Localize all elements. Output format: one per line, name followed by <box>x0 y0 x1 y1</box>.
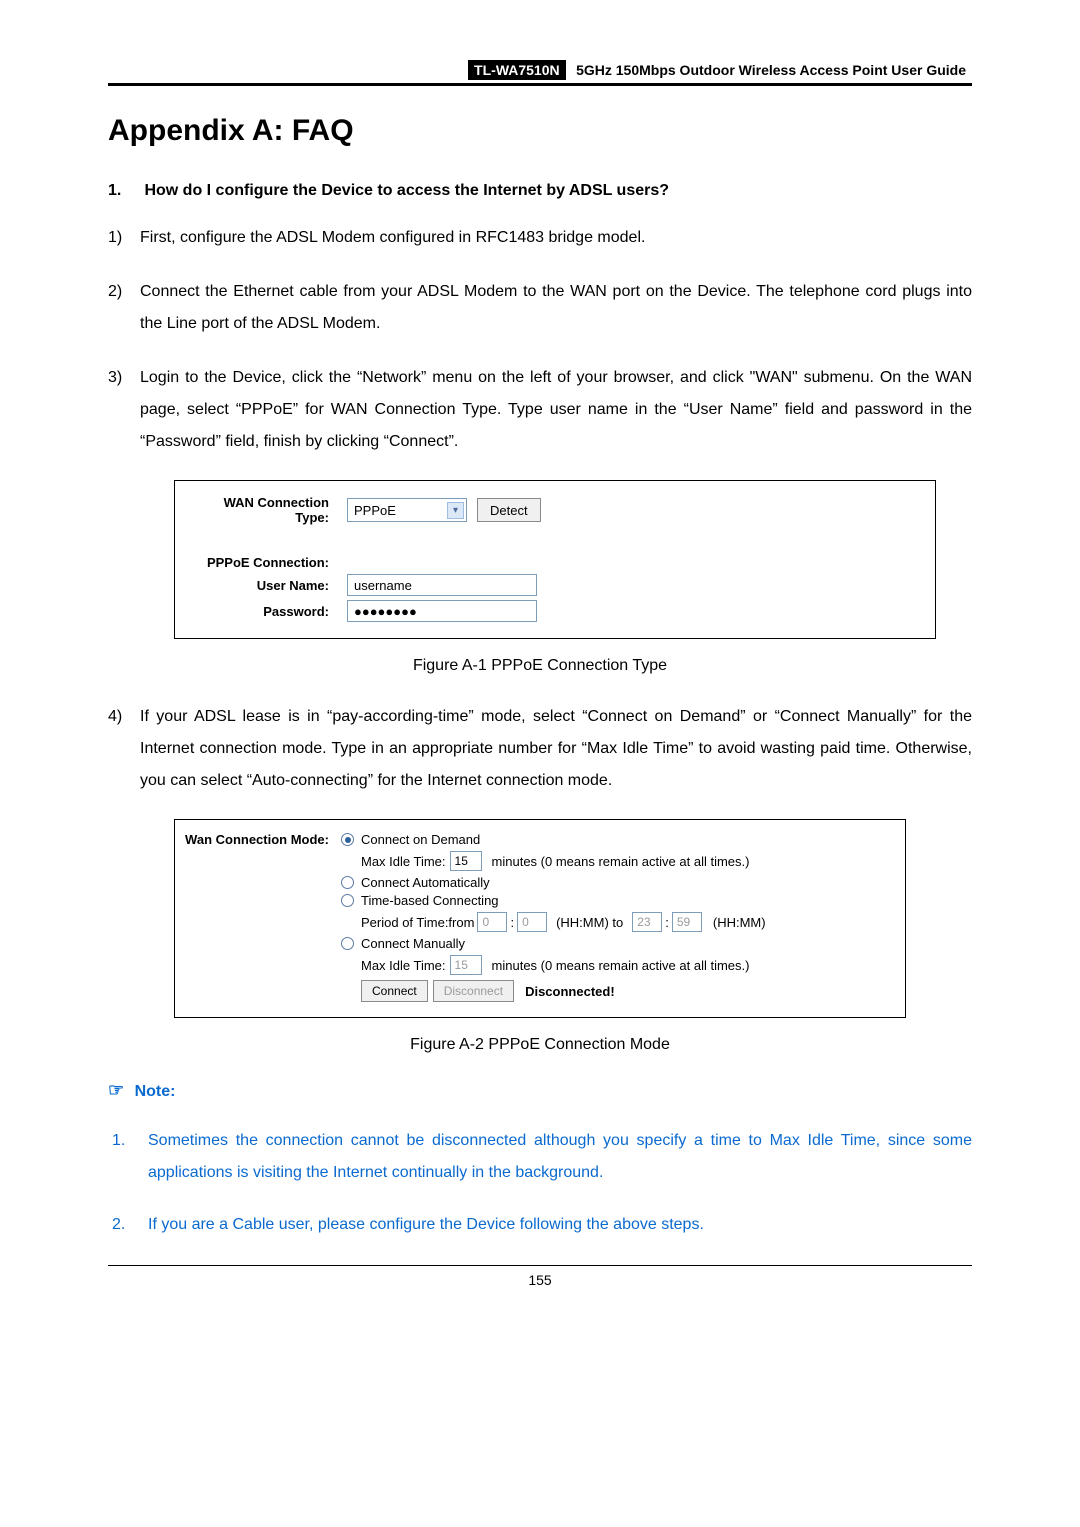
option-time-based: Time-based Connecting <box>361 894 499 907</box>
page-title: Appendix A: FAQ <box>108 114 972 148</box>
note-number: 1. <box>112 1125 148 1189</box>
note-2: 2. If you are a Cable user, please confi… <box>112 1209 972 1241</box>
note-heading-text: Note: <box>135 1083 176 1100</box>
footer-rule <box>108 1265 972 1266</box>
period-to-h[interactable]: 23 <box>632 912 662 932</box>
max-idle-suffix: minutes (0 means remain active at all ti… <box>492 855 750 868</box>
figure-a2-panel: Wan Connection Mode: Connect on Demand M… <box>174 819 906 1018</box>
max-idle-label-2: Max Idle Time: <box>361 959 446 972</box>
connect-button[interactable]: Connect <box>361 980 428 1002</box>
step-number: 4) <box>108 701 140 797</box>
hhmm-suffix: (HH:MM) <box>713 916 766 929</box>
option-connect-manual: Connect Manually <box>361 937 465 950</box>
max-idle-input-1[interactable]: 15 <box>450 851 482 871</box>
page-header: TL-WA7510N 5GHz 150Mbps Outdoor Wireless… <box>108 60 972 86</box>
disconnect-button[interactable]: Disconnect <box>433 980 514 1002</box>
chevron-down-icon: ▾ <box>447 502 464 519</box>
figure-a1-caption: Figure A-1 PPPoE Connection Type <box>108 657 972 675</box>
period-from-h[interactable]: 0 <box>477 912 507 932</box>
username-label: User Name: <box>187 578 347 593</box>
option-connect-auto: Connect Automatically <box>361 876 490 889</box>
password-label: Password: <box>187 604 347 619</box>
connection-mode-label: Wan Connection Mode: <box>185 833 341 846</box>
step-number: 3) <box>108 362 140 458</box>
password-input[interactable]: ●●●●●●●● <box>347 600 537 622</box>
option-connect-on-demand: Connect on Demand <box>361 833 480 846</box>
step-text: Connect the Ethernet cable from your ADS… <box>140 276 972 340</box>
period-to-m[interactable]: 59 <box>672 912 702 932</box>
radio-connect-on-demand[interactable] <box>341 833 354 846</box>
page-number: 155 <box>108 1272 972 1308</box>
step-3: 3) Login to the Device, click the “Netwo… <box>108 362 972 458</box>
note-heading: ☞ Note: <box>108 1080 972 1101</box>
question-text: How do I configure the Device to access … <box>144 182 669 199</box>
figure-a2-caption: Figure A-2 PPPoE Connection Mode <box>108 1036 972 1054</box>
step-1: 1) First, configure the ADSL Modem confi… <box>108 222 972 254</box>
device-model: TL-WA7510N <box>468 60 566 80</box>
note-text: Sometimes the connection cannot be disco… <box>148 1125 972 1189</box>
max-idle-suffix-2: minutes (0 means remain active at all ti… <box>492 959 750 972</box>
step-number: 1) <box>108 222 140 254</box>
note-1: 1. Sometimes the connection cannot be di… <box>112 1125 972 1189</box>
max-idle-label: Max Idle Time: <box>361 855 446 868</box>
question-number: 1. <box>108 182 140 200</box>
period-label: Period of Time:from <box>361 916 474 929</box>
detect-button[interactable]: Detect <box>477 498 541 522</box>
step-text: Login to the Device, click the “Network”… <box>140 362 972 458</box>
step-text: If your ADSL lease is in “pay-according-… <box>140 701 972 797</box>
faq-question: 1. How do I configure the Device to acce… <box>108 182 972 200</box>
note-number: 2. <box>112 1209 148 1241</box>
connection-status: Disconnected! <box>525 985 615 998</box>
step-2: 2) Connect the Ethernet cable from your … <box>108 276 972 340</box>
max-idle-input-2[interactable]: 15 <box>450 955 482 975</box>
wan-type-label: WAN Connection Type: <box>187 495 347 525</box>
header-title: 5GHz 150Mbps Outdoor Wireless Access Poi… <box>570 60 972 80</box>
username-input[interactable]: username <box>347 574 537 596</box>
step-number: 2) <box>108 276 140 340</box>
wan-type-value: PPPoE <box>354 503 396 518</box>
radio-connect-auto[interactable] <box>341 876 354 889</box>
radio-connect-manual[interactable] <box>341 937 354 950</box>
note-text: If you are a Cable user, please configur… <box>148 1209 972 1241</box>
figure-a1-panel: WAN Connection Type: PPPoE ▾ Detect PPPo… <box>174 480 936 639</box>
wan-type-select[interactable]: PPPoE ▾ <box>347 498 467 522</box>
radio-time-based[interactable] <box>341 894 354 907</box>
step-4: 4) If your ADSL lease is in “pay-accordi… <box>108 701 972 797</box>
pointing-hand-icon: ☞ <box>108 1080 124 1100</box>
period-from-m[interactable]: 0 <box>517 912 547 932</box>
step-text: First, configure the ADSL Modem configur… <box>140 222 972 254</box>
pppoe-section-label: PPPoE Connection: <box>187 555 347 570</box>
period-to-label: (HH:MM) to <box>556 916 623 929</box>
